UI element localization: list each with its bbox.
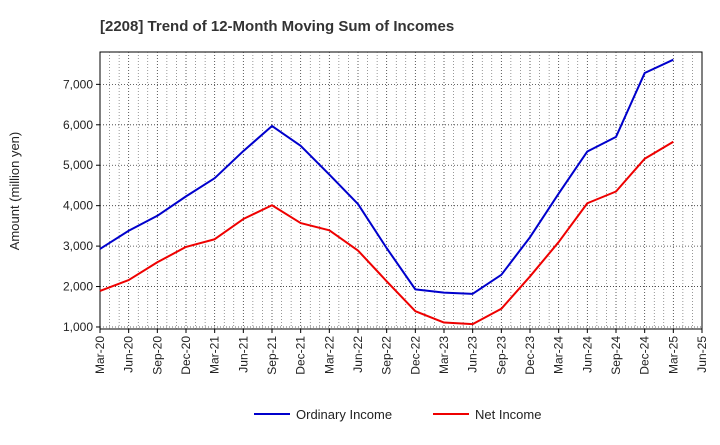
x-tick-label: Jun-25 [695,336,709,373]
x-tick-label: Dec-24 [638,336,652,375]
x-tick-label: Jun-20 [122,336,136,373]
legend: Ordinary Income Net Income [254,407,541,422]
x-tick-label: Dec-21 [294,336,308,375]
x-tick-label: Sep-20 [150,336,164,375]
x-tick-label: Dec-22 [408,336,422,375]
x-tick-label: Dec-20 [179,336,193,375]
series-layer [99,58,674,326]
grid [100,52,702,329]
x-tick-label: Sep-24 [609,336,623,375]
y-axis-ticks: 1,000 2,000 3,000 4,000 5,000 6,000 7,000 [63,77,100,334]
x-tick-label: Mar-21 [208,336,222,374]
x-tick-label: Jun-23 [466,336,480,373]
x-tick-label: Jun-24 [580,336,594,373]
x-axis-ticks: Mar-20 Jun-20 Sep-20 Dec-20 Mar-21 Jun-21 Sep-… [93,329,709,375]
series-line-net-income [99,140,674,326]
y-axis-label: Amount (million yen) [7,132,22,251]
y-tick-label: 1,000 [63,320,93,334]
x-tick-label: Sep-22 [380,336,394,375]
x-tick-label: Mar-25 [666,336,680,374]
x-tick-label: Dec-23 [523,336,537,375]
y-tick-label: 4,000 [63,199,93,213]
x-tick-label: Sep-23 [494,336,508,375]
y-tick-label: 5,000 [63,158,93,172]
legend-label-net-income: Net Income [475,407,541,422]
x-tick-label: Mar-24 [552,336,566,374]
y-tick-label: 7,000 [63,77,93,91]
plot-area [99,51,703,330]
y-tick-label: 3,000 [63,239,93,253]
x-tick-label: Mar-22 [322,336,336,374]
legend-label-ordinary-income: Ordinary Income [296,407,392,422]
x-tick-label: Sep-21 [265,336,279,375]
series-line-ordinary-income [99,58,674,295]
x-tick-label: Jun-21 [236,336,250,373]
x-tick-label: Mar-20 [93,336,107,374]
chart-title: [2208] Trend of 12-Month Moving Sum of I… [100,18,454,35]
x-tick-label: Jun-22 [351,336,365,373]
y-tick-label: 2,000 [63,280,93,294]
x-tick-label: Mar-23 [437,336,451,374]
y-tick-label: 6,000 [63,118,93,132]
